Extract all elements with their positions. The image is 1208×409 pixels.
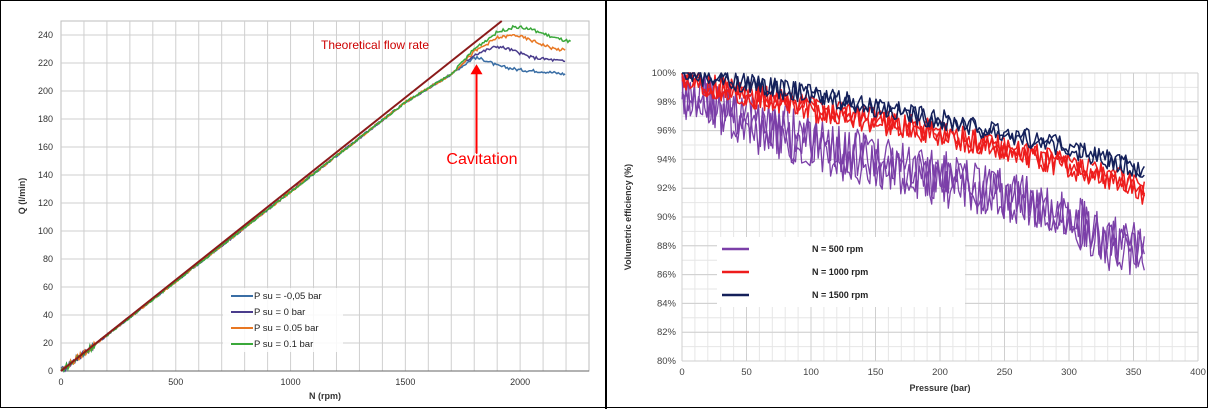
y-tick-label: 80% [657, 356, 677, 367]
y-tick-label: 200 [38, 86, 53, 96]
legend-box [223, 288, 343, 352]
series-line-3 [681, 72, 1145, 178]
y-tick-label: 98% [657, 97, 677, 108]
legend-label: P su = 0.05 bar [254, 323, 319, 334]
chart-flow-rate: 0 20 40 60 80 100 120 140 160 180 200 220 240 0 500 100… [17, 20, 590, 401]
annotation-theoretical-flow-rate: Theoretical flow rate [321, 38, 429, 52]
y-tick-label: 94% [657, 154, 677, 165]
legend-label: P su = 0 bar [254, 307, 305, 318]
x-tick-label: 250 [997, 367, 1013, 378]
y-tick-label: 120 [38, 198, 53, 208]
y-tick-label: 100% [652, 68, 677, 79]
series-line-4 [60, 24, 571, 373]
series-line-2 [681, 72, 1146, 205]
x-tick-label: 500 [168, 377, 183, 387]
x-tick-label: 0 [58, 377, 63, 387]
y-tick-label: 84% [657, 298, 677, 309]
series-line-2 [681, 72, 1146, 197]
x-tick-label: 400 [1190, 367, 1206, 378]
legend-label: N = 1500 rpm [812, 290, 868, 300]
cavitation-arrow-head [470, 64, 483, 75]
x-axis-label: N (rpm) [309, 391, 341, 401]
x-tick-label: 1000 [281, 377, 301, 387]
x-tick-label: 100 [803, 367, 819, 378]
x-tick-label: 50 [741, 367, 752, 378]
legend-label: N = 1000 rpm [812, 267, 868, 277]
x-tick-label: 0 [679, 367, 684, 378]
x-tick-label: 200 [932, 367, 948, 378]
series-line-2 [681, 73, 1146, 200]
legend-label: P su = 0.1 bar [254, 339, 313, 350]
y-tick-label: 90% [657, 212, 677, 223]
x-tick-label: 1500 [395, 377, 415, 387]
x-tick-label: 2000 [510, 377, 530, 387]
y-tick-label: 100 [38, 226, 53, 236]
y-tick-label: 20 [43, 338, 53, 348]
y-tick-label: 88% [657, 241, 677, 252]
y-tick-label: 40 [43, 310, 53, 320]
y-tick-label: 140 [38, 170, 53, 180]
y-tick-label: 82% [657, 327, 677, 338]
y-tick-label: 220 [38, 58, 53, 68]
y-axis-label: Volumetric efficiency (%) [623, 164, 633, 270]
series-line-3 [682, 72, 1145, 178]
theoretical-flow-line [60, 20, 503, 372]
y-tick-label: 96% [657, 126, 677, 137]
legend-label: P su = -0,05 bar [254, 291, 322, 302]
chart-volumetric-efficiency: 80% 82% 84% 86% 88% 90% 92% 94% 96% 98% 100% 0 50 100… [623, 68, 1206, 393]
y-tick-label: 92% [657, 183, 677, 194]
y-tick-label: 240 [38, 30, 53, 40]
y-tick-label: 60 [43, 282, 53, 292]
series-line-1 [681, 72, 1145, 272]
y-tick-label: 80 [43, 254, 53, 264]
annotation-cavitation: Cavitation [446, 151, 517, 168]
x-tick-label: 300 [1061, 367, 1077, 378]
x-tick-label: 350 [1126, 367, 1142, 378]
legend-label: N = 500 rpm [812, 244, 863, 254]
x-tick-label: 150 [868, 367, 884, 378]
y-axis-label: Q (l/min) [17, 178, 27, 215]
series-line-1 [681, 76, 1145, 271]
y-tick-label: 0 [48, 366, 53, 376]
y-tick-label: 86% [657, 270, 677, 281]
panel-divider [605, 1, 607, 409]
legend-box [717, 237, 965, 307]
x-axis-label: Pressure (bar) [909, 383, 970, 393]
y-tick-label: 160 [38, 142, 53, 152]
y-tick-label: 180 [38, 114, 53, 124]
